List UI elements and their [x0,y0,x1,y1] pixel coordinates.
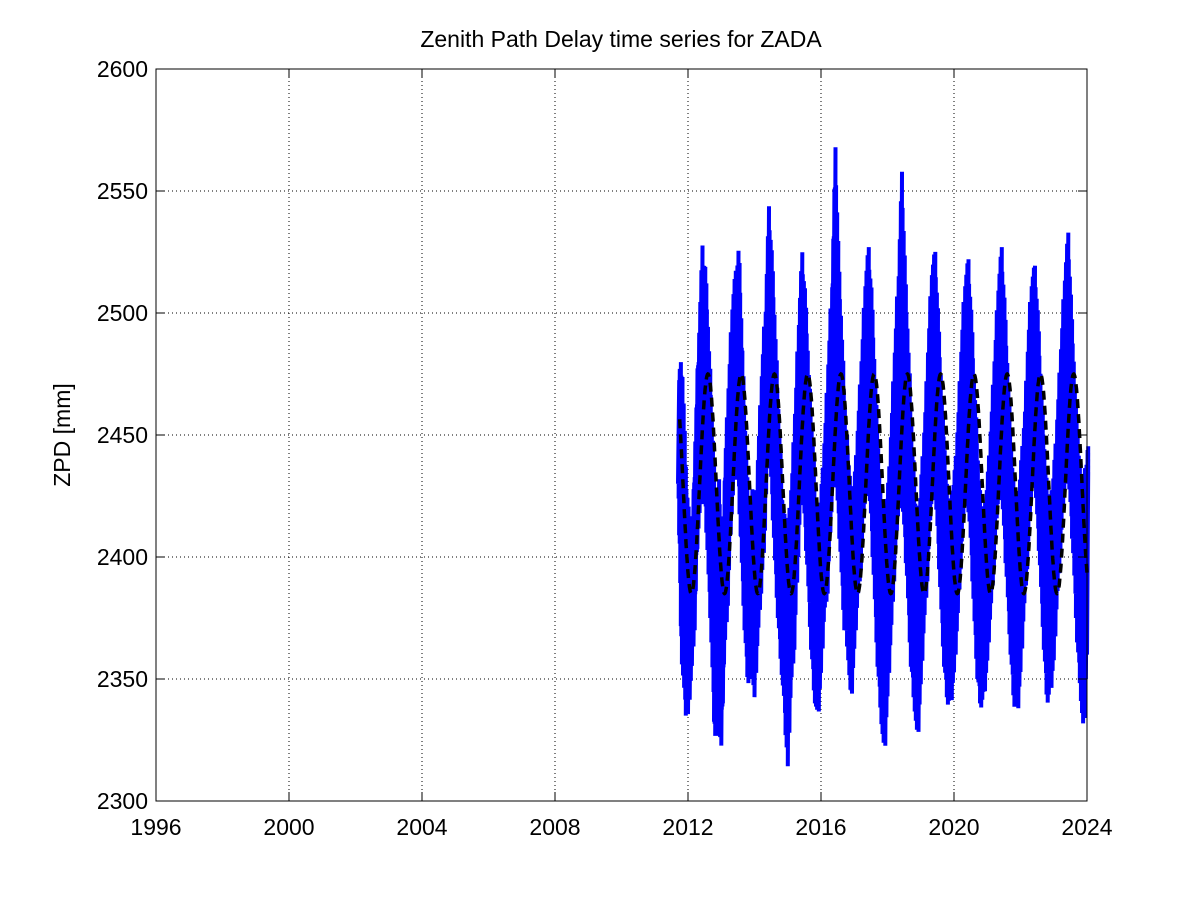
x-tick-label: 2020 [928,814,979,840]
axis-ticks: 1996 2000 2004 2008 2012 2016 2020 2024 2300 2350… [97,56,1113,840]
x-tick-label: 2012 [662,814,713,840]
x-tick-label: 2004 [396,814,447,840]
y-tick-label: 2350 [97,666,148,692]
y-tick-label: 2500 [97,300,148,326]
y-tick-label: 2300 [97,788,148,814]
y-tick-label: 2600 [97,56,148,82]
seasonal-model-line [677,371,1089,596]
x-tick-label: 2016 [795,814,846,840]
y-tick-label: 2400 [97,544,148,570]
x-tick-label: 2024 [1061,814,1112,840]
y-axis-label: ZPD [mm] [49,383,75,487]
x-tick-label: 1996 [130,814,181,840]
y-tick-label: 2550 [97,178,148,204]
x-tick-label: 2008 [529,814,580,840]
chart-title: Zenith Path Delay time series for ZADA [420,26,822,52]
y-tick-label: 2450 [97,422,148,448]
plot-area [676,147,1091,767]
x-tick-label: 2000 [263,814,314,840]
zpd-series-line [676,147,1091,767]
